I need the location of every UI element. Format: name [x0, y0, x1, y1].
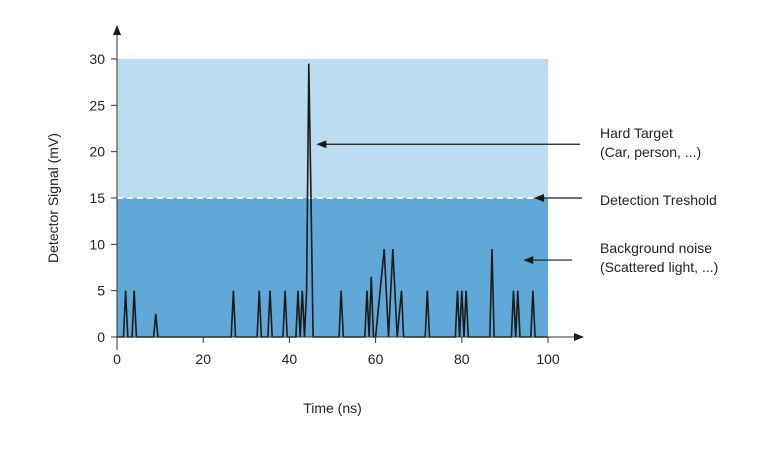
annotation-2: Background noise (Scattered light, ...) [523, 240, 718, 275]
band-1 [117, 59, 548, 198]
annotation-text: Hard Target [600, 125, 673, 141]
x-tick-label: 80 [454, 351, 470, 367]
y-tick-label: 15 [89, 190, 105, 206]
y-tick-label: 0 [97, 329, 105, 345]
annotation-text: Background noise [600, 240, 712, 256]
x-tick-label: 20 [195, 351, 211, 367]
annotation-text: Detection Treshold [600, 192, 717, 208]
y-axis-title: Detector Signal (mV) [45, 133, 61, 263]
annotation-0: Hard Target (Car, person, ...) [316, 125, 701, 160]
y-tick-label: 10 [89, 236, 105, 252]
x-ticks: 0 20 40 60 80 100 [113, 337, 560, 367]
y-tick-label: 20 [89, 144, 105, 160]
x-tick-label: 100 [536, 351, 560, 367]
annotations: Hard Target (Car, person, ...) Detection T… [316, 125, 718, 275]
y-tick-label: 25 [89, 97, 105, 113]
background-bands [117, 59, 548, 337]
x-axis-title: Time (ns) [303, 400, 362, 416]
y-ticks: 0 5 10 15 20 25 30 [89, 51, 117, 345]
annotation-text: (Car, person, ...) [600, 144, 701, 160]
band-0 [117, 198, 548, 337]
y-tick-label: 5 [97, 283, 105, 299]
x-tick-label: 0 [113, 351, 121, 367]
x-tick-label: 40 [282, 351, 298, 367]
x-tick-label: 60 [368, 351, 384, 367]
annotation-text: (Scattered light, ...) [600, 259, 718, 275]
axes [113, 25, 584, 350]
y-tick-label: 30 [89, 51, 105, 67]
annotation-1: Detection Treshold [534, 192, 717, 208]
